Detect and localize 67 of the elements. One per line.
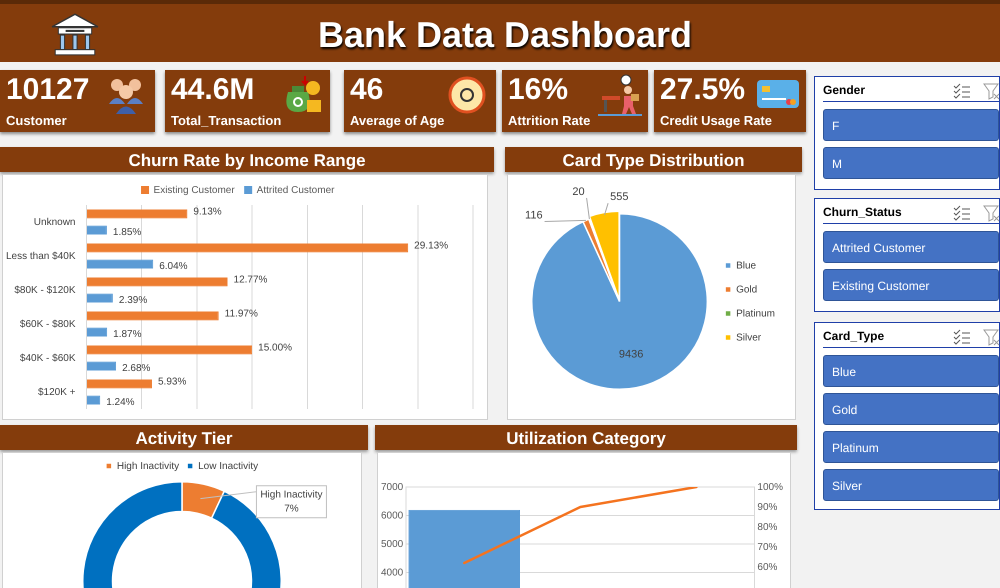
y-tick-label: 5000 <box>380 538 404 550</box>
category-label: Gold <box>823 393 999 425</box>
text: Credit Usage Rate <box>660 113 772 128</box>
y-tick-label: Unknown <box>34 216 76 228</box>
text: 10127 <box>6 73 90 107</box>
category-label: Platinum <box>823 431 999 463</box>
data-label: 1.24% <box>106 396 135 408</box>
text: Bank Data Dashboard <box>316 14 694 57</box>
legend-label: Low Inactivity <box>198 460 258 472</box>
y-tick-label: 6000 <box>380 510 404 522</box>
data-label: 20 <box>572 186 585 198</box>
text: Average of Age <box>350 113 444 128</box>
y-tick-label: $60K - $80K <box>20 318 76 330</box>
text: Customer <box>6 113 67 128</box>
y-tick-label: 4000 <box>380 567 404 578</box>
legend-label: Blue <box>736 260 757 272</box>
category-label: Silver <box>823 469 999 501</box>
legend-label: Platinum <box>736 308 775 320</box>
data-label: 12.77% <box>234 274 268 286</box>
legend-label: High Inactivity <box>116 460 180 472</box>
text: Total_Transaction <box>171 113 282 128</box>
category-label: Attrited Customer <box>823 231 999 263</box>
data-label: 555 <box>610 191 628 204</box>
data-label: 5.93% <box>158 376 186 388</box>
text: 44.6M <box>171 73 254 107</box>
data-label: 15.00% <box>258 342 292 354</box>
y2-tick-label: 60% <box>757 562 778 573</box>
chart-title: Churn Rate by Income Range <box>0 147 494 172</box>
text: Gender <box>823 83 866 97</box>
data-label: 2.39% <box>118 294 148 306</box>
text: Churn_Status <box>823 205 902 219</box>
category-label: Existing Customer <box>823 269 999 301</box>
legend-label: Existing Customer <box>154 184 236 196</box>
data-label: 1.85% <box>112 226 142 238</box>
data-label: 9436 <box>618 348 644 361</box>
y2-tick-label: 80% <box>757 522 778 533</box>
y2-tick-label: 70% <box>757 542 778 553</box>
category-label: Blue <box>823 355 999 387</box>
data-label: 116 <box>525 209 543 222</box>
data-label: 2.68% <box>122 362 151 374</box>
category-label: F <box>823 109 999 141</box>
text: 16% <box>508 73 568 107</box>
slice-label: High Inactivity <box>260 490 323 500</box>
y2-tick-label: 90% <box>757 502 778 513</box>
data-label: 6.04% <box>159 260 188 272</box>
legend-label: Gold <box>736 284 758 296</box>
text: 46 <box>350 73 384 107</box>
data-label: 11.97% <box>224 308 258 320</box>
data-label: 29.13% <box>414 240 448 252</box>
data-label: 1.87% <box>113 328 142 340</box>
text: Card_Type <box>823 329 884 343</box>
chart-title: Utilization Category <box>375 425 797 450</box>
y-tick-label: 7000 <box>380 482 404 493</box>
chart-title: Activity Tier <box>0 425 368 450</box>
legend-label: Attrited Customer <box>256 184 336 196</box>
data-label: 9.13% <box>193 206 222 218</box>
y2-tick-label: 100% <box>757 482 784 493</box>
data-label: 7% <box>284 504 299 514</box>
chart-title: Card Type Distribution <box>505 147 802 172</box>
text: Attrition Rate <box>508 113 590 128</box>
y-tick-label: $120K + <box>38 386 76 398</box>
y-tick-label: $40K - $60K <box>20 352 76 364</box>
y-tick-label: Less than $40K <box>6 250 76 262</box>
category-label: M <box>823 147 999 179</box>
legend-label: Silver <box>736 332 762 344</box>
y-tick-label: $80K - $120K <box>14 284 76 296</box>
text: 27.5% <box>660 73 746 107</box>
